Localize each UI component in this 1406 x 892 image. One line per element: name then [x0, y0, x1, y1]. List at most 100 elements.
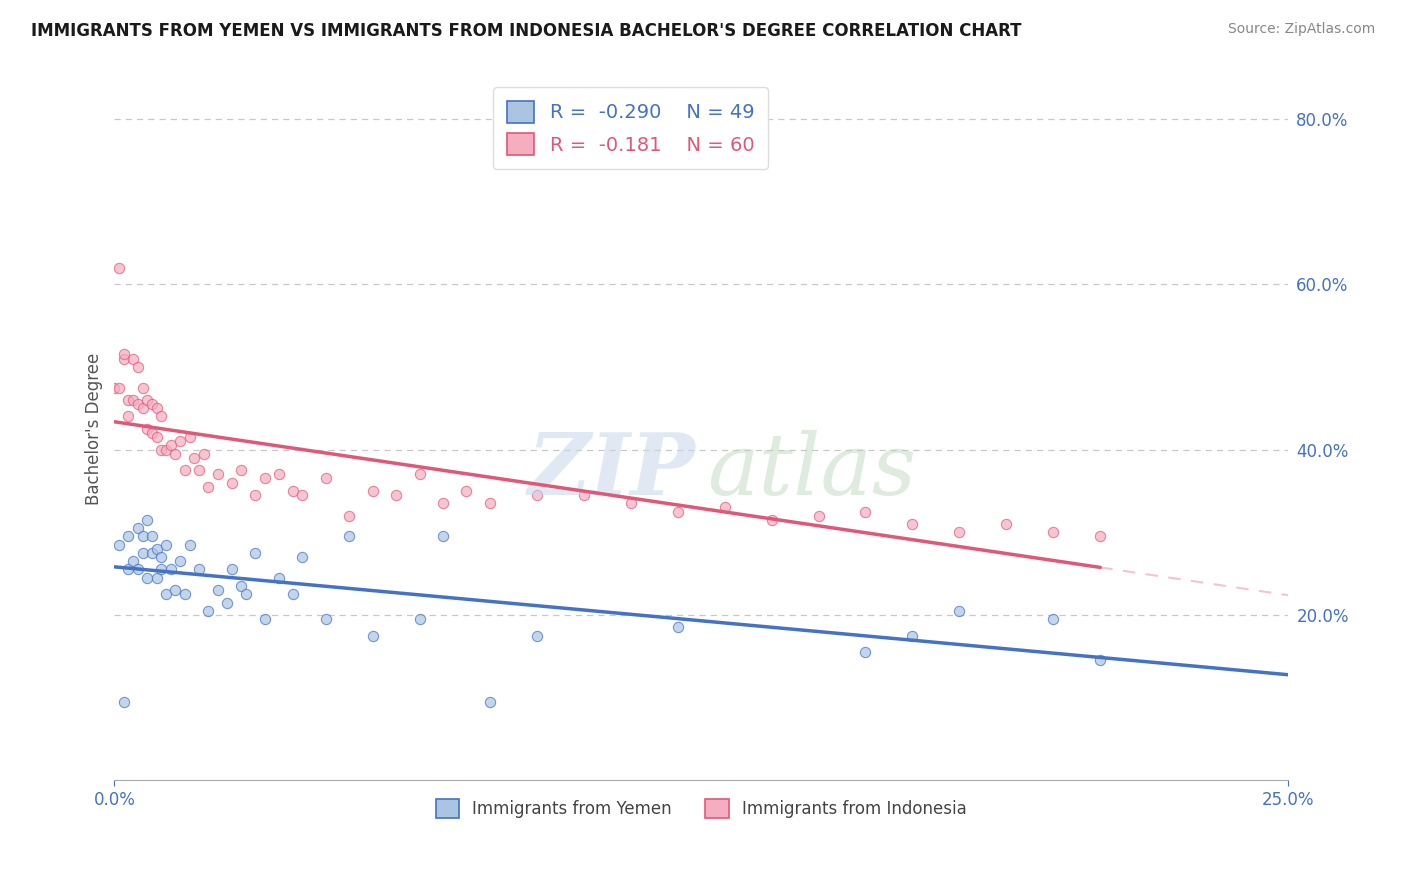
Point — [620, 496, 643, 510]
Point — [193, 447, 215, 461]
Text: IMMIGRANTS FROM YEMEN VS IMMIGRANTS FROM INDONESIA BACHELOR'S DEGREE CORRELATION: IMMIGRANTS FROM YEMEN VS IMMIGRANTS FROM… — [31, 22, 1021, 40]
Point — [112, 351, 135, 366]
Point — [159, 438, 181, 452]
Point — [131, 546, 153, 560]
Point — [159, 562, 181, 576]
Point — [572, 488, 595, 502]
Point — [179, 538, 201, 552]
Point — [231, 463, 253, 477]
Point — [281, 587, 304, 601]
Point — [145, 571, 167, 585]
Point — [187, 463, 209, 477]
Point — [207, 467, 229, 482]
Y-axis label: Bachelor's Degree: Bachelor's Degree — [86, 352, 103, 505]
Point — [103, 380, 125, 394]
Point — [281, 483, 304, 498]
Point — [478, 496, 501, 510]
Point — [1042, 612, 1064, 626]
Point — [337, 508, 360, 523]
Point — [948, 604, 970, 618]
Point — [995, 516, 1018, 531]
Point — [117, 529, 139, 543]
Point — [291, 488, 314, 502]
Point — [526, 488, 548, 502]
Point — [478, 695, 501, 709]
Point — [127, 562, 149, 576]
Point — [145, 401, 167, 416]
Point — [291, 549, 314, 564]
Point — [666, 504, 689, 518]
Point — [1090, 529, 1112, 543]
Point — [108, 380, 131, 394]
Point — [221, 475, 243, 490]
Point — [526, 629, 548, 643]
Point — [136, 513, 159, 527]
Point — [141, 397, 163, 411]
Point — [131, 380, 153, 394]
Point — [713, 500, 735, 515]
Point — [117, 562, 139, 576]
Point — [267, 571, 290, 585]
Point — [141, 529, 163, 543]
Point — [385, 488, 408, 502]
Point — [231, 579, 253, 593]
Point — [179, 430, 201, 444]
Point — [235, 587, 257, 601]
Point — [267, 467, 290, 482]
Point — [108, 260, 131, 275]
Text: atlas: atlas — [707, 430, 917, 512]
Point — [361, 629, 384, 643]
Legend: Immigrants from Yemen, Immigrants from Indonesia: Immigrants from Yemen, Immigrants from I… — [429, 792, 973, 825]
Point — [127, 521, 149, 535]
Point — [253, 612, 276, 626]
Point — [855, 645, 877, 659]
Point — [155, 442, 177, 457]
Point — [122, 554, 145, 568]
Point — [666, 620, 689, 634]
Point — [165, 583, 187, 598]
Point — [197, 480, 219, 494]
Point — [136, 571, 159, 585]
Point — [127, 397, 149, 411]
Point — [112, 695, 135, 709]
Point — [150, 442, 173, 457]
Point — [127, 359, 149, 374]
Point — [150, 549, 173, 564]
Point — [948, 525, 970, 540]
Point — [145, 430, 167, 444]
Point — [150, 562, 173, 576]
Point — [187, 562, 209, 576]
Point — [1042, 525, 1064, 540]
Point — [122, 351, 145, 366]
Point — [117, 392, 139, 407]
Point — [761, 513, 783, 527]
Point — [173, 587, 195, 601]
Point — [112, 347, 135, 361]
Point — [901, 629, 924, 643]
Point — [432, 496, 454, 510]
Point — [807, 508, 830, 523]
Point — [855, 504, 877, 518]
Point — [901, 516, 924, 531]
Point — [315, 612, 337, 626]
Point — [408, 612, 430, 626]
Point — [117, 409, 139, 424]
Point — [155, 587, 177, 601]
Point — [253, 471, 276, 485]
Point — [150, 409, 173, 424]
Point — [141, 425, 163, 440]
Point — [183, 450, 205, 465]
Point — [408, 467, 430, 482]
Text: ZIP: ZIP — [527, 429, 696, 513]
Point — [141, 546, 163, 560]
Point — [245, 546, 267, 560]
Text: Source: ZipAtlas.com: Source: ZipAtlas.com — [1227, 22, 1375, 37]
Point — [315, 471, 337, 485]
Point — [165, 447, 187, 461]
Point — [155, 538, 177, 552]
Point — [131, 529, 153, 543]
Point — [432, 529, 454, 543]
Point — [169, 554, 191, 568]
Point — [217, 595, 239, 609]
Point — [173, 463, 195, 477]
